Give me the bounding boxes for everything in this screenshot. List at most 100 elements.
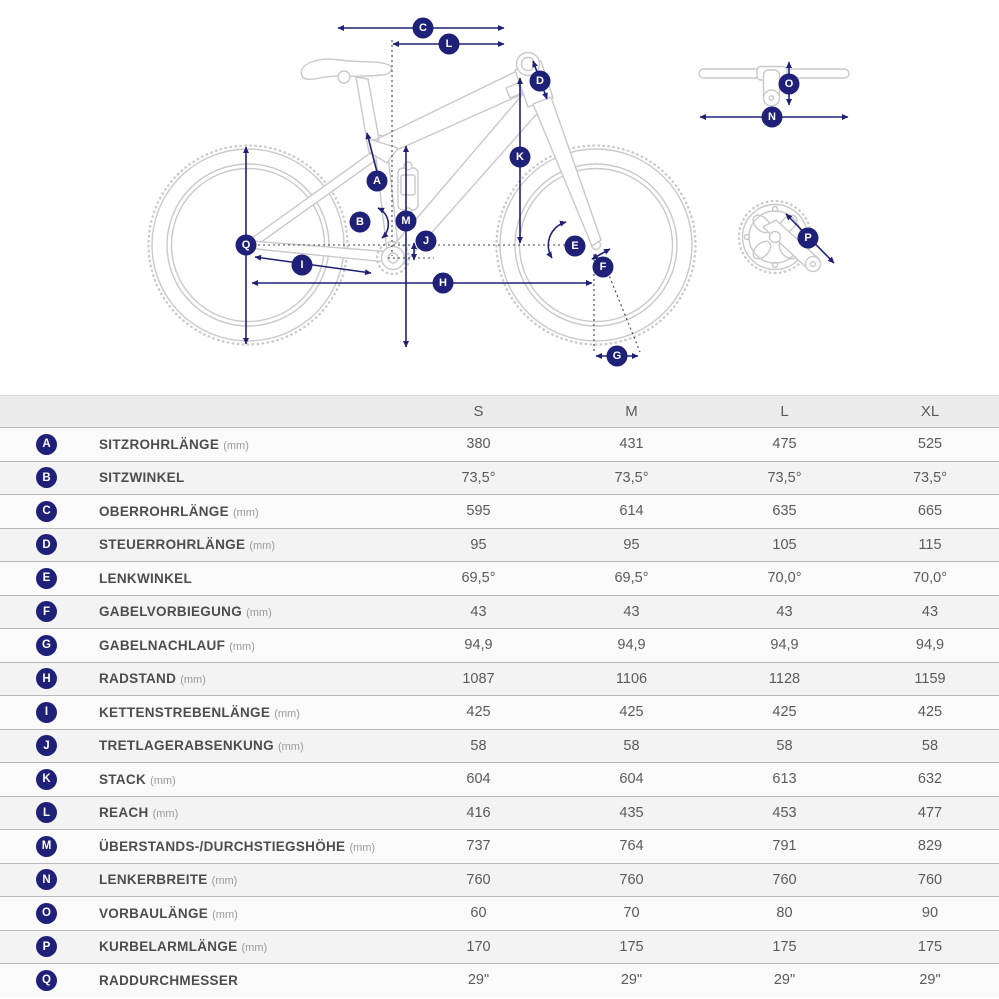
table-row: Q RADDURCHMESSER 29" 29" 29" 29" — [0, 963, 999, 997]
svg-text:D: D — [536, 75, 544, 87]
table-row: N LENKERBREITE (mm) 760 760 760 760 — [0, 862, 999, 896]
row-label: RADSTAND — [99, 671, 177, 687]
row-value: 635 — [772, 503, 797, 520]
row-value: 764 — [619, 838, 644, 855]
row-unit: (mm) — [150, 774, 176, 787]
row-value: 70,0° — [912, 570, 948, 587]
row-letter-badge: Q — [36, 969, 57, 991]
row-value: 60 — [470, 905, 487, 922]
row-value: 43 — [470, 603, 487, 620]
row-value: 614 — [619, 503, 644, 520]
row-letter-badge: O — [36, 902, 57, 924]
svg-text:G: G — [613, 350, 622, 362]
row-value: 94,9 — [464, 637, 493, 654]
bike-geometry-diagram: A B C D E F G H I J K L M N O P Q — [0, 0, 999, 395]
row-letter-badge: G — [36, 634, 57, 656]
row-value: 475 — [772, 436, 797, 453]
dim-arrow-i — [254, 254, 372, 276]
diagram-badge-g: G — [606, 345, 628, 367]
diagram-badge-n: N — [761, 106, 783, 128]
row-value: 737 — [466, 838, 491, 855]
table-row: G GABELNACHLAUF (mm) 94,9 94,9 94,9 94,9 — [0, 628, 999, 662]
svg-text:O: O — [785, 78, 794, 90]
size-header-xl: XL — [920, 403, 940, 420]
row-letter-badge: E — [36, 567, 57, 589]
row-label: GABELNACHLAUF — [99, 637, 226, 653]
diagram-badges: A B C D E F G H I J K L M N O P Q — [235, 17, 819, 367]
row-value: 425 — [917, 704, 943, 721]
row-unit: (mm) — [349, 841, 376, 854]
row-value: 1106 — [615, 670, 648, 687]
row-label: ÜBERSTANDS-/DURCHSTIEGSHÖHE — [99, 838, 346, 854]
row-value: 604 — [619, 771, 644, 788]
svg-text:F: F — [600, 261, 607, 273]
row-value: 380 — [466, 436, 491, 453]
table-row: L REACH (mm) 416 435 453 477 — [0, 795, 999, 829]
rocker-link — [365, 137, 399, 164]
row-value: 1159 — [914, 670, 946, 687]
row-letter-badge: D — [36, 534, 57, 556]
row-label: KETTENSTREBENLÄNGE — [99, 704, 271, 720]
diagram-badge-f: F — [592, 256, 614, 278]
row-letter-badge: M — [36, 835, 57, 857]
diagram-badge-j: J — [415, 230, 437, 252]
row-value: 665 — [917, 503, 943, 520]
row-value: 425 — [466, 704, 491, 721]
row-value: 632 — [917, 771, 943, 788]
row-value: 43 — [776, 603, 793, 620]
row-letter-badge: N — [36, 869, 57, 891]
row-value: 70,0° — [767, 570, 802, 587]
row-unit: (mm) — [152, 808, 179, 821]
svg-text:E: E — [571, 240, 578, 252]
fork — [532, 96, 602, 247]
row-label: STACK — [99, 771, 146, 787]
row-unit: (mm) — [241, 942, 268, 955]
row-value: 175 — [619, 938, 644, 955]
table-row: E LENKWINKEL 69,5° 69,5° 70,0° 70,0° — [0, 561, 999, 595]
row-value: 94,9 — [617, 637, 646, 654]
row-label: LENKERBREITE — [99, 872, 208, 888]
row-letter-badge: A — [36, 433, 57, 455]
row-value: 453 — [772, 804, 797, 821]
row-label: SITZWINKEL — [99, 470, 185, 486]
row-label: RADDURCHMESSER — [99, 972, 239, 988]
table-row: O VORBAULÄNGE (mm) 60 70 80 90 — [0, 896, 999, 930]
row-label: SITZROHRLÄNGE — [99, 436, 220, 452]
row-value: 43 — [921, 603, 939, 620]
diagram-badge-m: M — [395, 210, 417, 232]
dim-arrow-f — [591, 248, 611, 260]
svg-text:B: B — [356, 216, 364, 228]
dim-arc-b — [377, 207, 390, 239]
row-value: 29" — [620, 972, 643, 989]
row-value: 175 — [772, 938, 797, 955]
table-row: D STEUERROHRLÄNGE (mm) 95 95 105 115 — [0, 527, 999, 561]
row-value: 115 — [918, 536, 942, 553]
row-letter-badge: J — [36, 735, 57, 757]
row-value: 425 — [619, 704, 644, 721]
row-letter-badge: L — [36, 802, 57, 824]
row-unit: (mm) — [180, 674, 206, 687]
row-value: 595 — [466, 503, 491, 520]
handlebar-top-view — [698, 65, 850, 107]
row-unit: (mm) — [246, 607, 272, 620]
row-letter-badge: B — [36, 467, 57, 489]
row-label: STEUERROHRLÄNGE — [99, 537, 246, 553]
table-row: B SITZWINKEL 73,5° 73,5° 73,5° 73,5° — [0, 460, 999, 494]
row-value: 73,5° — [912, 469, 948, 486]
svg-text:M: M — [401, 215, 410, 227]
row-letter-badge: P — [36, 936, 57, 958]
row-label: VORBAULÄNGE — [99, 905, 209, 921]
size-header-m: M — [625, 403, 638, 420]
seatpost — [355, 76, 380, 142]
svg-text:K: K — [516, 151, 524, 163]
row-value: 604 — [466, 771, 491, 788]
diagram-badge-a: A — [366, 170, 388, 192]
row-value: 73,5° — [767, 469, 802, 486]
diagram-badge-b: B — [349, 211, 371, 233]
bike-geometry-svg: A B C D E F G H I J K L M N O P Q — [147, 17, 850, 367]
row-value: 58 — [776, 737, 793, 754]
row-value: 760 — [917, 871, 943, 888]
svg-text:N: N — [768, 111, 776, 123]
row-unit: (mm) — [277, 741, 304, 754]
